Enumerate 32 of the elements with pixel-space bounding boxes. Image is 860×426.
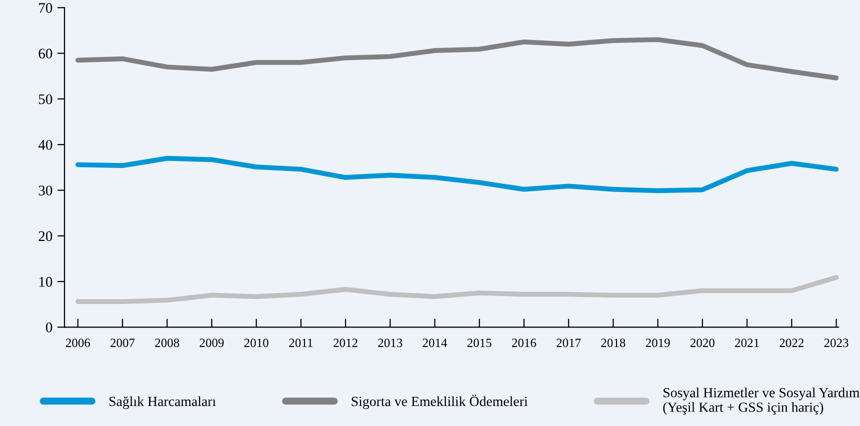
y-tick-label: 70 [39, 3, 52, 13]
x-tick-label: 2007 [110, 338, 135, 348]
y-tick-label: 30 [38, 186, 52, 196]
legend-label: Sağlık Harcamaları [109, 396, 216, 409]
legend-label: Sosyal Hizmetler ve Sosyal Yardım (Yeşil Kart + GSS için hariç) [663, 388, 860, 415]
y-tick-label: 10 [39, 276, 52, 287]
y-tick-label: 0 [46, 322, 52, 332]
x-tick-label: 2013 [378, 338, 402, 348]
y-tick-label: 40 [38, 140, 52, 150]
legend-label: Sigorta ve Emeklilik Ödemeleri [352, 394, 528, 409]
x-tick-label: 2015 [467, 338, 492, 348]
line-series [75, 37, 838, 80]
x-tick-label: 2011 [289, 338, 312, 348]
y-tick-label: 20 [38, 231, 52, 242]
line-series [75, 156, 838, 194]
x-tick-label: 2006 [66, 338, 90, 348]
x-tick-label: 2021 [735, 338, 759, 348]
x-tick-label: 2012 [334, 338, 358, 348]
x-tick-label: 2010 [244, 338, 268, 348]
x-tick-label: 2020 [690, 338, 714, 348]
x-tick-label: 2019 [646, 338, 670, 348]
x-tick-label: 2018 [601, 338, 626, 348]
x-tick-label: 2009 [200, 338, 224, 348]
y-tick-label: 60 [38, 48, 52, 59]
x-tick-label: 2023 [824, 338, 848, 348]
line-series [75, 274, 838, 304]
x-tick-label: 2022 [780, 338, 804, 348]
x-tick-label: 2016 [512, 338, 536, 348]
x-tick-label: 2017 [556, 338, 581, 348]
x-tick-label: 2008 [155, 338, 180, 348]
x-tick-label: 2014 [422, 338, 448, 348]
y-tick-label: 50 [38, 94, 52, 104]
